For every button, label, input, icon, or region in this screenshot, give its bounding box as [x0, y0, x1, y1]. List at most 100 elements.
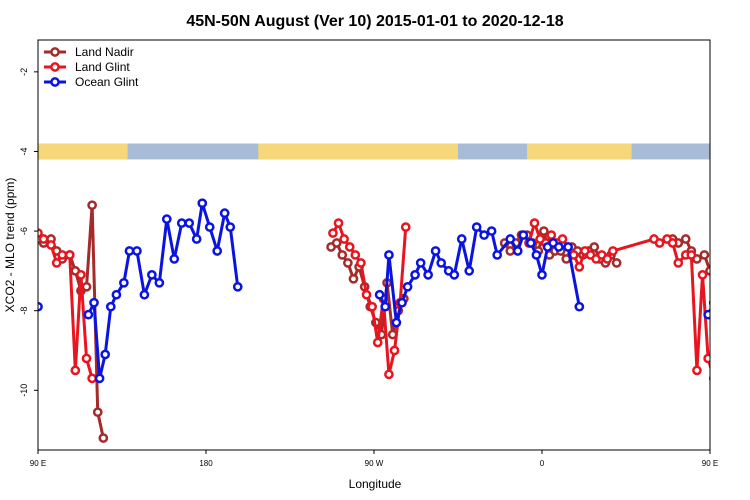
series-segment	[714, 303, 720, 379]
data-point	[64, 250, 75, 260]
data-point	[456, 234, 467, 244]
series-segment	[359, 261, 369, 297]
legend-label: Land Glint	[75, 60, 130, 74]
data-point	[537, 270, 547, 280]
data-point	[654, 238, 665, 248]
series-layer	[38, 198, 750, 443]
series-segment	[370, 305, 380, 345]
series-segment	[103, 305, 113, 356]
data-point	[608, 246, 618, 256]
data-point	[176, 218, 187, 228]
series-ocean-glint	[38, 198, 750, 384]
data-point	[328, 228, 338, 238]
series-segment	[92, 301, 102, 380]
series-segment	[383, 253, 391, 309]
data-point	[100, 349, 111, 360]
series-segment	[122, 249, 131, 285]
series-segment	[172, 221, 184, 261]
data-point	[492, 250, 503, 260]
y-tick-label: -2	[19, 68, 29, 76]
data-point	[518, 230, 529, 240]
data-point	[380, 301, 391, 312]
data-point	[87, 200, 97, 211]
data-point	[81, 281, 92, 292]
data-point	[356, 258, 366, 268]
series-land-nadir	[38, 200, 741, 443]
series-segment	[165, 217, 176, 261]
data-point	[219, 208, 230, 219]
data-point	[232, 281, 243, 292]
x-axis-label: Longitude	[349, 477, 402, 491]
data-point	[92, 407, 103, 418]
data-point	[531, 250, 542, 260]
data-point	[57, 250, 68, 260]
data-point	[553, 242, 564, 252]
data-point	[667, 238, 678, 248]
data-point	[611, 258, 622, 268]
data-point	[486, 226, 497, 236]
data-point	[132, 246, 142, 256]
land-band	[258, 143, 458, 160]
data-point	[734, 434, 741, 441]
data-point	[423, 270, 433, 280]
series-segment	[460, 237, 471, 273]
data-point	[718, 283, 725, 290]
data-point	[697, 270, 708, 280]
data-point	[708, 375, 710, 382]
data-point	[733, 291, 740, 298]
data-point	[727, 303, 734, 310]
chart-title: 45N-50N August (Ver 10) 2015-01-01 to 20…	[186, 13, 563, 30]
data-point	[212, 246, 223, 256]
series-segment	[467, 225, 479, 273]
series-segment	[135, 249, 146, 297]
series-segment	[731, 295, 737, 307]
legend-marker	[50, 47, 60, 57]
land-band	[38, 143, 128, 160]
x-axis: 90 E 180 90 W 0 90 E	[30, 450, 718, 468]
data-point	[111, 289, 122, 300]
data-point	[197, 198, 208, 209]
series-segment	[744, 251, 750, 283]
series-segment	[68, 253, 77, 372]
data-point	[169, 254, 180, 264]
data-point	[384, 369, 394, 380]
series-segment	[215, 211, 227, 253]
data-point	[372, 337, 383, 348]
data-point	[225, 222, 236, 232]
data-point	[716, 375, 723, 382]
data-point	[51, 258, 62, 268]
data-point	[119, 277, 129, 288]
data-point	[705, 266, 710, 276]
data-point	[38, 234, 49, 244]
data-point	[361, 289, 372, 300]
land-band	[527, 143, 632, 160]
data-point	[703, 353, 710, 364]
data-point	[712, 287, 719, 294]
data-point	[124, 246, 135, 256]
data-point	[479, 230, 489, 240]
legend-label: Land Nadir	[75, 45, 134, 59]
data-point	[105, 301, 116, 312]
y-tick-label: -4	[19, 147, 29, 155]
data-point	[161, 214, 172, 224]
series-segment	[385, 281, 395, 337]
data-point	[557, 234, 568, 244]
x-tick-label: 0	[540, 459, 545, 468]
data-point	[464, 266, 475, 276]
series-segment	[73, 273, 83, 372]
data-point	[384, 250, 394, 260]
series-segment	[387, 253, 398, 325]
data-point	[337, 250, 348, 260]
series-segment	[695, 273, 705, 372]
data-point	[76, 270, 86, 280]
series-segment	[398, 225, 408, 305]
data-point	[374, 289, 385, 300]
data-point	[686, 250, 697, 260]
series-segment	[452, 237, 464, 277]
data-point	[574, 301, 585, 312]
data-point	[339, 234, 349, 244]
data-point	[81, 353, 92, 364]
series-segment	[79, 273, 89, 360]
series-segment	[611, 237, 656, 253]
